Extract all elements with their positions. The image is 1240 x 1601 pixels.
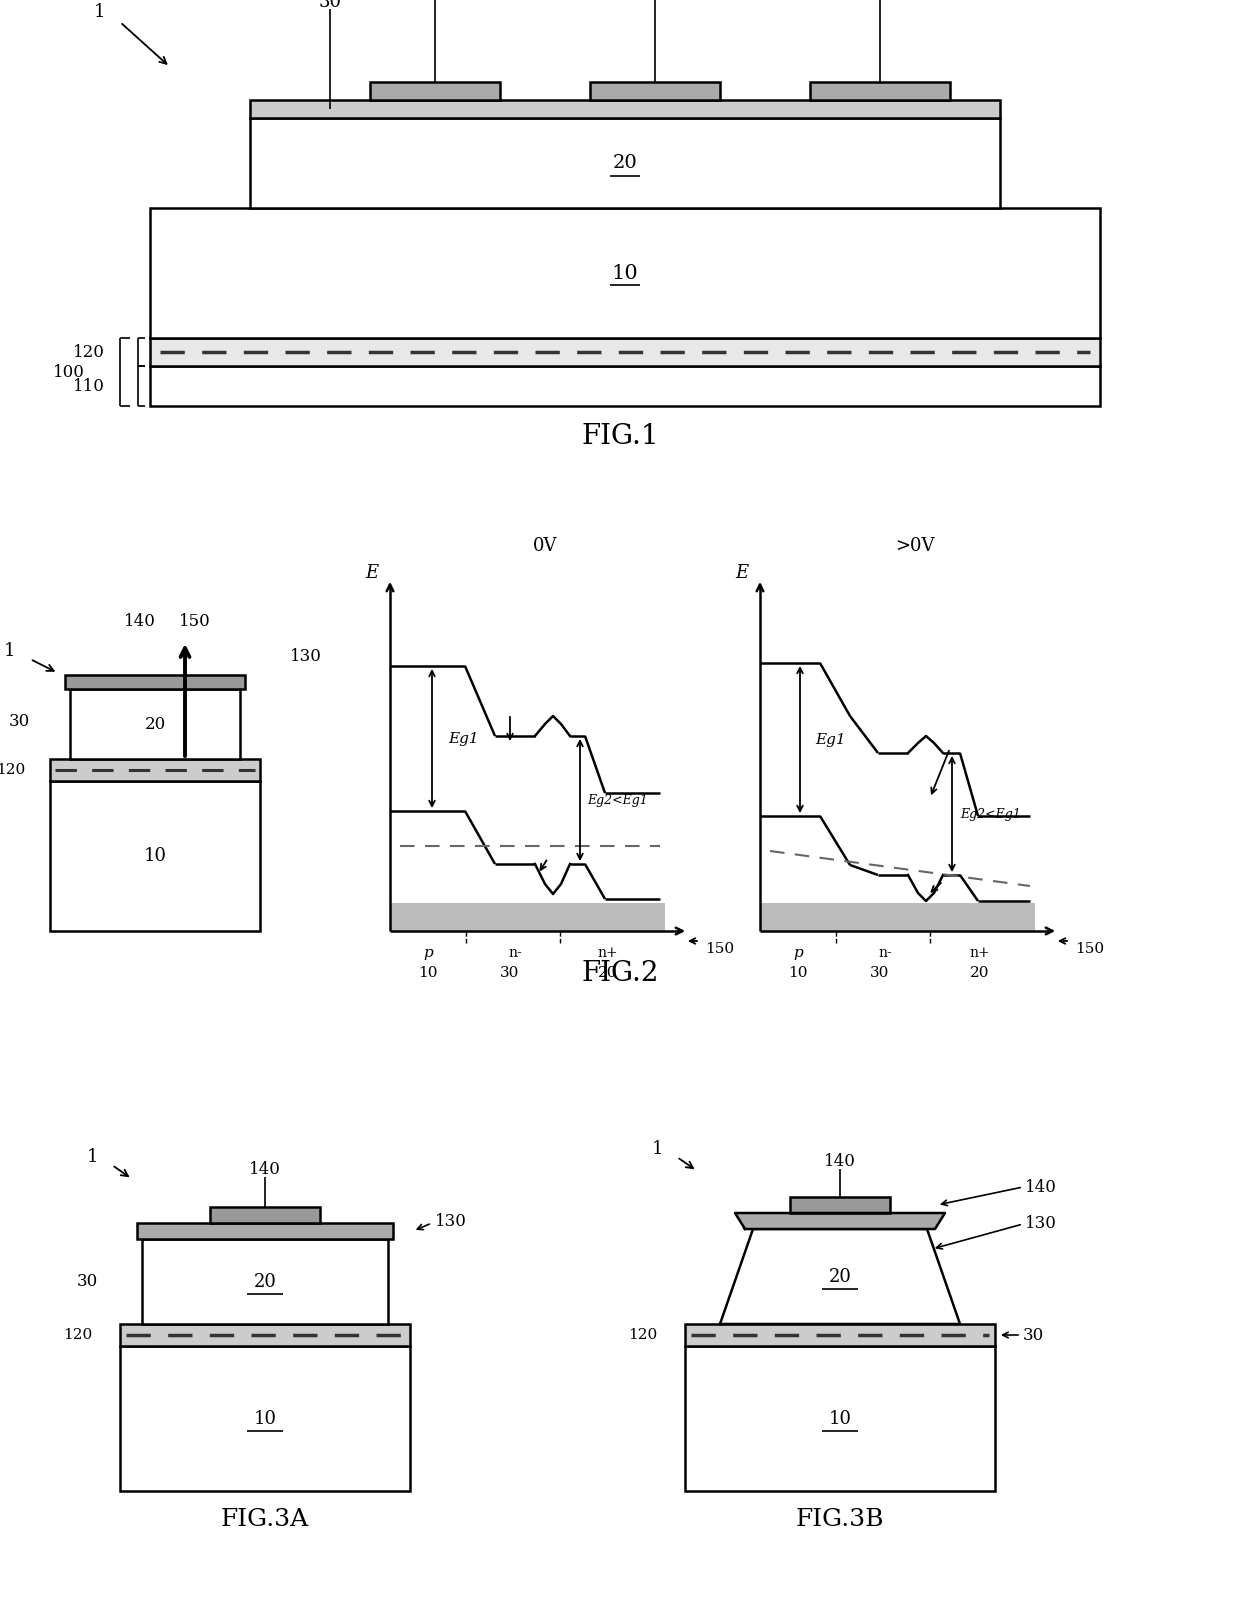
Text: 20: 20 xyxy=(144,716,166,733)
Text: 1: 1 xyxy=(651,1140,663,1158)
Text: 120: 120 xyxy=(73,344,105,360)
Text: 130: 130 xyxy=(290,647,322,664)
Text: 1: 1 xyxy=(4,642,15,660)
Text: 10: 10 xyxy=(144,847,166,865)
Text: 30: 30 xyxy=(500,965,520,980)
Text: 20: 20 xyxy=(598,965,618,980)
Text: 140: 140 xyxy=(825,1153,856,1169)
Bar xyxy=(143,1239,388,1324)
Text: 10: 10 xyxy=(789,965,807,980)
Text: 10: 10 xyxy=(418,965,438,980)
Text: >0V: >0V xyxy=(895,536,935,556)
Text: 140: 140 xyxy=(249,1161,281,1177)
Text: 20: 20 xyxy=(828,1268,852,1286)
Bar xyxy=(150,208,1100,338)
Text: 120: 120 xyxy=(63,1327,92,1342)
Text: E: E xyxy=(366,564,378,583)
Text: p: p xyxy=(423,946,433,961)
Text: 110: 110 xyxy=(73,378,105,394)
Text: E: E xyxy=(735,564,749,583)
Text: 150: 150 xyxy=(1075,941,1104,956)
Bar xyxy=(684,1346,994,1491)
Text: 150: 150 xyxy=(706,941,734,956)
Text: 140: 140 xyxy=(1025,1178,1056,1196)
Bar xyxy=(210,1207,320,1223)
Bar xyxy=(150,367,1100,407)
Bar xyxy=(684,1324,994,1346)
Bar xyxy=(250,99,999,118)
Polygon shape xyxy=(720,1230,960,1324)
Text: 0V: 0V xyxy=(533,536,557,556)
Text: 10: 10 xyxy=(611,264,639,282)
Text: FIG.3A: FIG.3A xyxy=(221,1508,309,1531)
Text: Eg1: Eg1 xyxy=(448,732,479,746)
Text: 150: 150 xyxy=(179,613,211,629)
Text: 130: 130 xyxy=(1025,1215,1056,1233)
Text: 100: 100 xyxy=(53,363,86,381)
Text: 10: 10 xyxy=(828,1410,852,1428)
Text: 30: 30 xyxy=(870,965,889,980)
Text: Eg2<Eg1: Eg2<Eg1 xyxy=(587,794,647,807)
Text: 30: 30 xyxy=(9,712,30,730)
Text: Eg2<Eg1: Eg2<Eg1 xyxy=(960,807,1021,820)
Polygon shape xyxy=(735,1214,945,1230)
Text: n-: n- xyxy=(878,946,892,961)
Text: 20: 20 xyxy=(253,1273,277,1290)
Text: FIG.3B: FIG.3B xyxy=(796,1508,884,1531)
Text: FIG.1: FIG.1 xyxy=(582,423,658,450)
Bar xyxy=(760,903,1035,932)
Text: p: p xyxy=(794,946,802,961)
Bar xyxy=(370,82,500,99)
Bar xyxy=(50,759,260,781)
Text: 120: 120 xyxy=(627,1327,657,1342)
Bar xyxy=(150,338,1100,367)
Bar xyxy=(69,688,241,759)
Bar xyxy=(136,1223,393,1239)
Text: Eg1: Eg1 xyxy=(815,733,846,748)
Text: 30: 30 xyxy=(77,1273,98,1290)
Text: n-: n- xyxy=(508,946,522,961)
Text: 10: 10 xyxy=(253,1410,277,1428)
Text: n+: n+ xyxy=(970,946,991,961)
Bar xyxy=(50,781,260,932)
Text: 20: 20 xyxy=(970,965,990,980)
Bar xyxy=(790,1198,890,1214)
Bar xyxy=(590,82,720,99)
Bar xyxy=(391,903,665,932)
Text: FIG.2: FIG.2 xyxy=(582,959,658,986)
Text: 30: 30 xyxy=(319,0,341,11)
Bar xyxy=(64,676,246,688)
Bar xyxy=(250,118,999,208)
Text: 120: 120 xyxy=(0,764,25,776)
Bar xyxy=(810,82,950,99)
Text: 1: 1 xyxy=(87,1148,98,1166)
Text: 20: 20 xyxy=(613,154,637,171)
Text: 130: 130 xyxy=(435,1212,467,1230)
Bar xyxy=(120,1346,410,1491)
Bar xyxy=(120,1324,410,1346)
Text: n+: n+ xyxy=(598,946,619,961)
Text: 1: 1 xyxy=(94,3,105,21)
Text: 30: 30 xyxy=(1023,1327,1044,1343)
Text: 140: 140 xyxy=(124,613,156,629)
